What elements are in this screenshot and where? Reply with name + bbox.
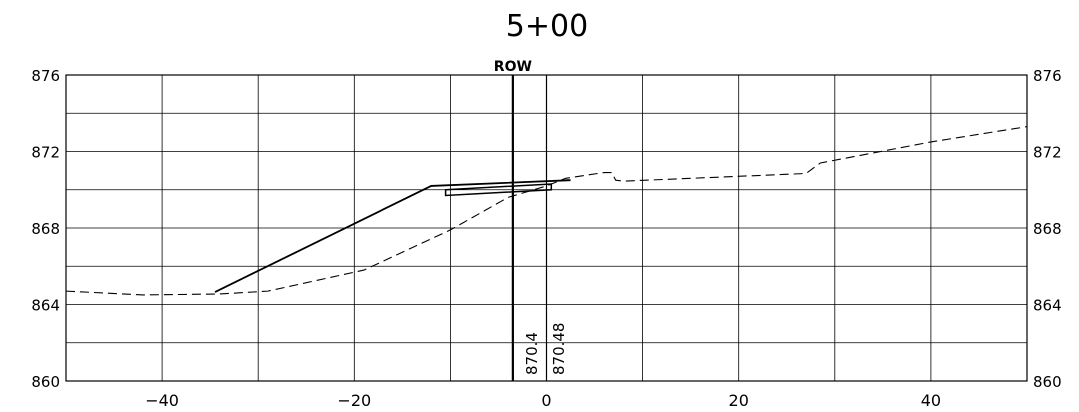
y-tick-label-left: 864 [31, 297, 60, 315]
elevation-label: 870.4 [523, 332, 541, 375]
pavement-box-outline [444, 183, 553, 197]
proposed-grade-line [214, 179, 571, 293]
existing-ground-polyline [65, 126, 1028, 296]
y-tick-label-left: 860 [31, 373, 60, 391]
y-tick-label-left: 876 [31, 67, 60, 85]
proposed-grade-polyline [214, 179, 571, 293]
x-tick-label: 40 [921, 391, 941, 410]
pavement-box [444, 183, 553, 197]
section-title: 5+00 [506, 9, 588, 44]
elevation-label: 870.48 [550, 323, 568, 376]
y-tick-label-right: 860 [1033, 373, 1062, 391]
existing-ground-line [65, 126, 1028, 296]
row-label: ROW [494, 59, 532, 75]
y-tick-label-right: 864 [1033, 297, 1062, 315]
elevation-labels: 870.4 870.48 [523, 323, 568, 376]
x-tick-label: 0 [541, 391, 551, 410]
y-tick-label-left: 872 [31, 144, 60, 162]
x-tick-label: 20 [729, 391, 749, 410]
y-tick-label-right: 872 [1033, 144, 1062, 162]
y-tick-label-right: 868 [1033, 220, 1062, 238]
row-line: ROW [494, 59, 548, 381]
y-tick-label-left: 868 [31, 220, 60, 238]
x-tick-label: −20 [337, 391, 371, 410]
y-tick-label-right: 876 [1033, 67, 1062, 85]
x-tick-label: −40 [145, 391, 179, 410]
axis-tick-labels: 860 860 864 864 868 868 872 872 876 876 −40 −20 0 20 4… [31, 67, 1061, 410]
